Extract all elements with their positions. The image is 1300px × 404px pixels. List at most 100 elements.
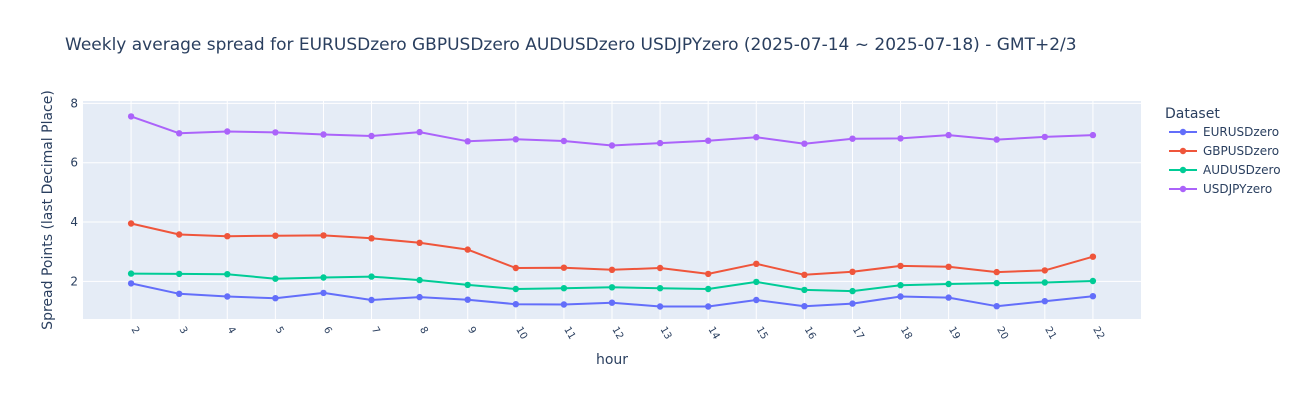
data-point[interactable] — [945, 280, 952, 288]
data-point[interactable] — [224, 233, 231, 240]
data-point[interactable] — [272, 295, 279, 302]
data-point[interactable] — [753, 278, 760, 286]
data-point[interactable] — [1041, 279, 1049, 286]
data-point[interactable] — [1089, 293, 1097, 300]
legend-item-eurusdzero[interactable]: EURUSDzero — [1169, 125, 1279, 139]
data-point[interactable] — [849, 268, 856, 275]
data-point[interactable] — [753, 296, 760, 304]
legend-label: AUDUSDzero — [1203, 163, 1281, 177]
data-point[interactable] — [897, 293, 904, 300]
data-point[interactable] — [127, 113, 135, 120]
x-tick-label: 5 — [273, 325, 286, 336]
data-point[interactable] — [464, 281, 471, 289]
data-point[interactable] — [897, 262, 904, 270]
x-axis-ticks: 2 3 4 5 6 7 8 9 10 11 12 13 14 15 16 17 18 19 20 21 22 — [128, 325, 1106, 342]
x-tick-label: 3 — [177, 325, 190, 336]
data-point[interactable] — [705, 285, 712, 293]
data-point[interactable] — [368, 296, 375, 304]
data-point[interactable] — [512, 285, 519, 293]
data-point[interactable] — [560, 285, 568, 292]
data-point[interactable] — [656, 285, 664, 292]
data-point[interactable] — [1041, 298, 1049, 305]
data-point[interactable] — [608, 299, 616, 306]
data-point[interactable] — [753, 260, 760, 267]
data-point[interactable] — [608, 284, 616, 291]
data-point[interactable] — [127, 270, 135, 277]
legend-label: GBPUSDzero — [1203, 144, 1279, 158]
x-tick-label: 2 — [128, 325, 141, 336]
data-point[interactable] — [801, 271, 808, 278]
data-point[interactable] — [416, 276, 423, 284]
data-point[interactable] — [560, 301, 568, 308]
data-point[interactable] — [368, 235, 375, 242]
legend-item-audusdzero[interactable]: AUDUSDzero — [1169, 163, 1281, 177]
data-point[interactable] — [801, 303, 808, 310]
data-point[interactable] — [656, 264, 664, 272]
data-point[interactable] — [560, 137, 568, 145]
data-point[interactable] — [127, 220, 135, 227]
data-point[interactable] — [368, 273, 375, 280]
legend-marker-swatch — [1179, 166, 1187, 174]
data-point[interactable] — [464, 246, 471, 253]
data-point[interactable] — [993, 303, 1000, 310]
data-point[interactable] — [705, 303, 712, 310]
data-point[interactable] — [224, 293, 231, 300]
data-point[interactable] — [656, 303, 664, 310]
data-point[interactable] — [849, 135, 856, 142]
data-point[interactable] — [1089, 253, 1097, 260]
data-point[interactable] — [1041, 267, 1049, 274]
x-tick-label: 10 — [513, 325, 529, 342]
data-point[interactable] — [1041, 133, 1049, 141]
data-point[interactable] — [945, 294, 952, 301]
data-point[interactable] — [224, 128, 231, 135]
data-point[interactable] — [993, 136, 1000, 143]
data-point[interactable] — [320, 289, 327, 297]
data-point[interactable] — [464, 296, 471, 303]
data-point[interactable] — [705, 137, 712, 144]
data-point[interactable] — [801, 286, 808, 294]
data-point[interactable] — [1089, 131, 1097, 139]
data-point[interactable] — [945, 131, 952, 139]
data-point[interactable] — [272, 232, 279, 239]
data-point[interactable] — [512, 264, 519, 272]
data-point[interactable] — [560, 264, 568, 271]
data-point[interactable] — [801, 140, 808, 147]
data-point[interactable] — [416, 128, 423, 136]
data-point[interactable] — [320, 131, 327, 138]
data-point[interactable] — [127, 280, 135, 287]
legend-item-gbpusdzero[interactable]: GBPUSDzero — [1169, 144, 1279, 158]
data-point[interactable] — [272, 129, 279, 136]
data-point[interactable] — [512, 136, 519, 143]
data-point[interactable] — [416, 239, 423, 246]
data-point[interactable] — [512, 301, 519, 308]
data-point[interactable] — [272, 275, 279, 282]
data-point[interactable] — [849, 287, 856, 295]
data-point[interactable] — [176, 130, 183, 137]
y-tick-label: 6 — [70, 156, 78, 170]
data-point[interactable] — [176, 290, 183, 297]
data-point[interactable] — [464, 138, 471, 145]
data-point[interactable] — [320, 274, 327, 281]
x-tick-label: 20 — [994, 325, 1010, 342]
data-point[interactable] — [608, 142, 616, 149]
data-point[interactable] — [176, 231, 183, 238]
y-axis-label: Spread Points (last Decimal Place) — [40, 90, 56, 330]
data-point[interactable] — [897, 135, 904, 142]
data-point[interactable] — [656, 139, 664, 147]
data-point[interactable] — [897, 282, 904, 289]
data-point[interactable] — [368, 132, 375, 140]
data-point[interactable] — [753, 134, 760, 141]
data-point[interactable] — [849, 300, 856, 307]
data-point[interactable] — [1089, 277, 1097, 285]
data-point[interactable] — [320, 232, 327, 239]
legend-item-usdjpyzero[interactable]: USDJPYzero — [1169, 182, 1272, 196]
data-point[interactable] — [608, 266, 616, 273]
data-point[interactable] — [224, 271, 231, 278]
data-point[interactable] — [176, 270, 183, 278]
data-point[interactable] — [993, 279, 1000, 287]
data-point[interactable] — [945, 263, 952, 270]
data-point[interactable] — [993, 268, 1000, 276]
data-point[interactable] — [705, 270, 712, 278]
data-point[interactable] — [416, 293, 423, 301]
